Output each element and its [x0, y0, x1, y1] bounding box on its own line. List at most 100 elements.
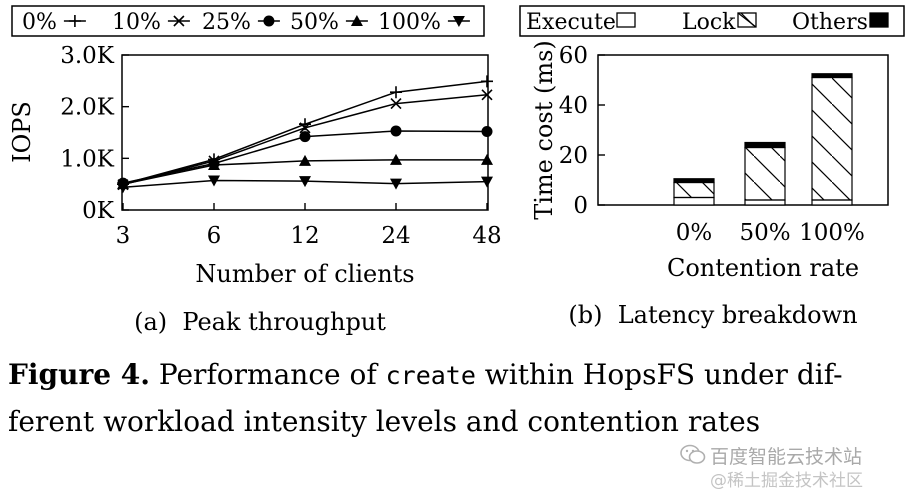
subcaption-b: (b) Latency breakdown [568, 301, 857, 329]
legend-label-a-1: 10% [112, 10, 161, 35]
y-tick-label-a-3: 3.0K [60, 43, 115, 69]
x-tick-label-b-0: 0% [676, 220, 713, 246]
point-a-4-3 [390, 178, 402, 190]
latency-stacked-bar-chart: Execute Lock Others 0 20 40 60 0% 50% 100% Time… [519, 5, 905, 329]
y-tick-label-a-1: 1.0K [60, 146, 115, 172]
legend-label-a-0: 0% [22, 10, 57, 35]
legend-label-a-4: 100% [378, 10, 441, 35]
caption-text-after: within HopsFS under dif- [475, 358, 843, 391]
legend-marker-a-1 [173, 15, 185, 27]
legend-b: Execute Lock Others [526, 10, 889, 35]
plot-frame-b [597, 54, 889, 206]
point-a-4-4 [481, 176, 493, 188]
bar-b-2-lock [811, 76, 853, 201]
bar-stack-b-1 [744, 141, 786, 206]
bars-group-b [673, 73, 853, 206]
series-group-a [117, 75, 493, 194]
point-a-0-3 [390, 86, 402, 99]
bar-b-2-execute [811, 199, 853, 206]
watermark-line-2: @稀土掘金技术社区 [710, 471, 863, 491]
y-axis-b: 0 20 40 60 [559, 43, 605, 219]
point-a-4-0 [117, 182, 129, 194]
legend-item-b-0: Execute [526, 10, 636, 35]
legend-marker-a-4 [452, 16, 465, 27]
point-a-2-2 [299, 131, 311, 143]
point-a-1-2 [299, 122, 311, 134]
y-tick-label-b-1: 20 [559, 143, 588, 169]
caption-code: create [385, 361, 476, 390]
bar-b-0-others [673, 178, 715, 184]
point-a-3-4 [481, 153, 493, 165]
x-tick-label-a-0: 3 [116, 223, 131, 249]
watermark-line-1: 百度智能云技术站 [710, 446, 863, 468]
legend-marker-a-3 [350, 15, 363, 26]
x-tick-label-a-3: 24 [381, 223, 410, 249]
legend-label-a-2: 25% [202, 10, 251, 35]
bar-stack-b-2 [811, 73, 853, 206]
legend-label-b-2: Others [792, 10, 868, 35]
x-tick-label-a-1: 6 [207, 223, 222, 249]
y-tick-label-a-2: 2.0K [60, 95, 115, 121]
bar-b-1-execute [744, 199, 786, 206]
x-tick-label-a-2: 12 [290, 223, 319, 249]
point-a-2-4 [481, 125, 493, 137]
point-a-3-3 [390, 153, 402, 165]
legend-item-a-0: 0% [22, 10, 86, 35]
point-a-1-4 [481, 89, 493, 101]
caption-text-before: Performance of [150, 358, 386, 391]
y-tick-label-b-0: 0 [573, 193, 588, 219]
series-a-4 [117, 175, 493, 194]
x-axis-label-b: Contention rate [667, 254, 859, 282]
bar-b-1-lock [744, 146, 786, 201]
legend-swatch-b-2 [869, 12, 889, 28]
legend-item-a-2: 25% [202, 10, 280, 35]
x-axis-label-a: Number of clients [195, 260, 414, 288]
legend-item-b-1: Lock [682, 10, 757, 35]
point-a-4-1 [208, 175, 220, 187]
y-tick-label-b-3: 60 [559, 43, 588, 69]
legend-hatch-b-1 [737, 12, 757, 28]
legend-label-b-1: Lock [682, 10, 736, 35]
point-a-2-3 [390, 125, 402, 137]
throughput-line-chart: 0% 10% 25% 50% 100% 0K1.0K2.0K3.0K 3 6 12 24 48 … [8, 5, 502, 336]
figure-caption: Figure 4. Performance of create within H… [8, 352, 908, 445]
caption-figure-label: Figure 4. [8, 358, 150, 391]
legend-item-a-3: 50% [290, 10, 368, 35]
y-tick-label-a-0: 0K [82, 198, 115, 224]
bar-b-1-others [744, 141, 786, 149]
legend-marker-a-2 [263, 15, 275, 27]
y-axis-label-b: Time cost (ms) [530, 40, 558, 220]
subcaption-a: (a) Peak throughput [134, 308, 386, 336]
legend-box-a [11, 5, 485, 37]
bar-stack-b-0 [673, 178, 715, 206]
watermark: 百度智能云技术站 @稀土掘金技术社区 [680, 442, 910, 491]
point-a-3-1 [208, 159, 220, 171]
legend-a: 0% 10% 25% 50% 100% [22, 10, 470, 35]
legend-box-b [519, 5, 905, 37]
point-a-3-2 [299, 154, 311, 166]
x-axis-b: 0% 50% 100% [676, 220, 865, 246]
legend-item-a-4: 100% [378, 10, 470, 35]
point-a-4-2 [299, 176, 311, 188]
legend-marker-a-0 [68, 15, 81, 27]
x-tick-label-a-4: 48 [472, 223, 501, 249]
bar-b-0-execute [673, 196, 715, 206]
caption-line-1: Figure 4. Performance of create within H… [8, 352, 908, 399]
caption-line-2: ferent workload intensity levels and con… [8, 405, 761, 438]
legend-label-b-0: Execute [526, 10, 616, 35]
point-a-1-3 [390, 98, 402, 110]
legend-item-b-2: Others [792, 10, 889, 35]
y-axis-a: 0K 1.0K 2.0K 3.0K [60, 43, 129, 224]
figure-panels: 0% 10% 25% 50% 100% 0K1.0K2.0K3.0K 3 6 12 24 48 … [8, 5, 905, 336]
y-tick-label-b-2: 40 [559, 93, 588, 119]
wechat-icon [680, 444, 706, 464]
x-axis-a: 3 6 12 24 48 [116, 203, 502, 249]
bar-b-2-others [811, 73, 853, 79]
x-tick-label-b-1: 50% [739, 220, 790, 246]
point-a-0-4 [481, 75, 493, 88]
legend-item-a-1: 10% [112, 10, 190, 35]
legend-swatch-b-0 [616, 12, 636, 28]
legend-label-a-3: 50% [290, 10, 339, 35]
bar-b-0-lock [673, 181, 715, 199]
x-tick-label-b-2: 100% [799, 220, 865, 246]
